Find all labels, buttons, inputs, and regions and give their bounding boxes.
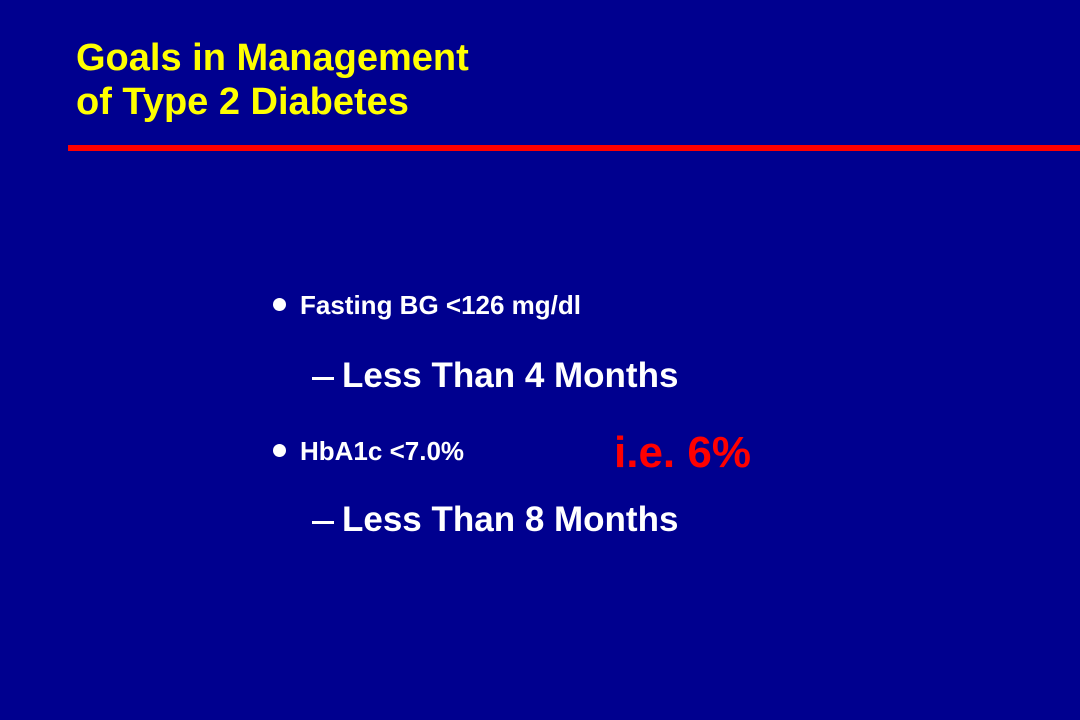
- bullet-text: HbA1c <7.0%: [300, 436, 465, 466]
- bullet-text: Fasting BG <126 mg/dl: [300, 290, 582, 320]
- sub-item-text: Less Than 4 Months: [342, 356, 679, 395]
- slide-title-line-1: Goals in Management: [76, 37, 469, 79]
- title-divider: [68, 145, 1080, 151]
- slide-title: Goals in Management of Type 2 Diabetes: [76, 36, 469, 124]
- bullet-item-hba1c: HbA1c <7.0%: [273, 436, 573, 466]
- bullet-dot-icon: [273, 444, 286, 457]
- en-dash-icon: [312, 521, 334, 524]
- sub-item-text: Less Than 8 Months: [342, 500, 679, 539]
- en-dash-icon: [312, 377, 334, 380]
- annotation-ie-6-percent: i.e. 6%: [614, 428, 751, 477]
- slide-title-line-2: of Type 2 Diabetes: [76, 81, 409, 123]
- bullet-dot-icon: [273, 298, 286, 311]
- sub-item-fasting-bg-timeframe: Less Than 4 Months: [312, 356, 792, 396]
- bullet-item-fasting-bg: Fasting BG <126 mg/dl: [273, 290, 733, 320]
- sub-item-hba1c-timeframe: Less Than 8 Months: [312, 500, 792, 540]
